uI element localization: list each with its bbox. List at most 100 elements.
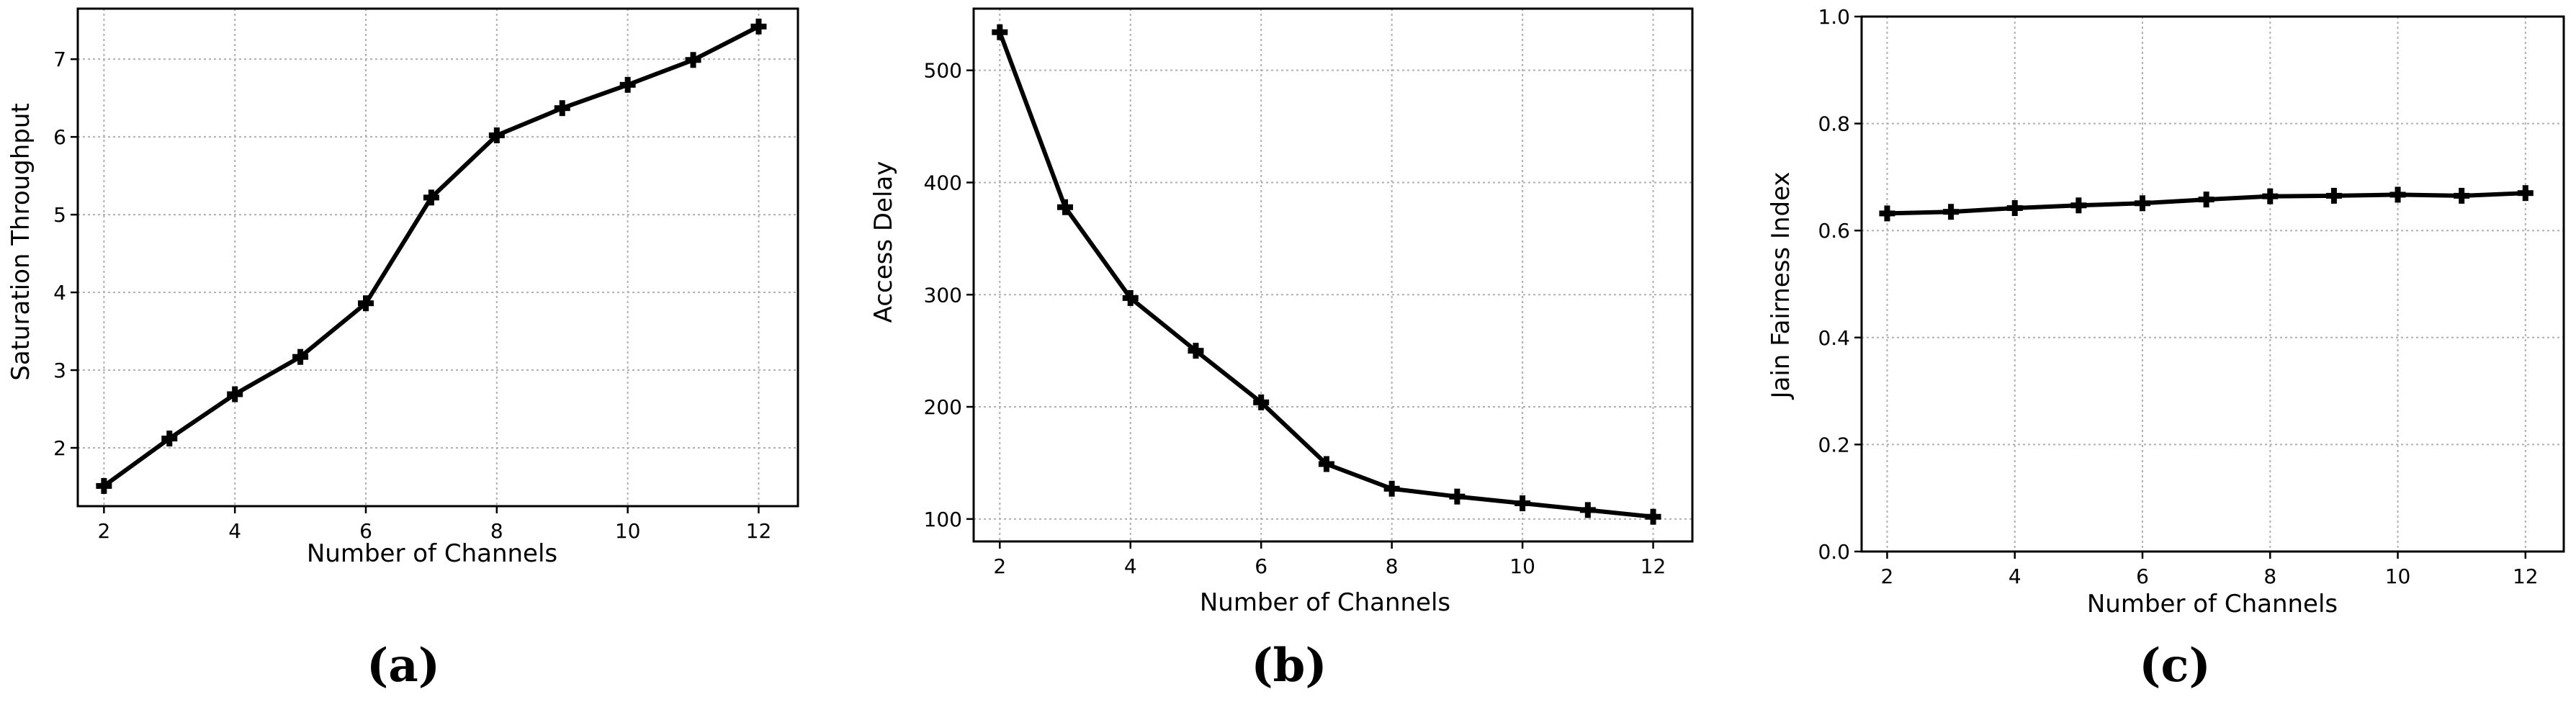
panel-a-data-point — [750, 18, 767, 35]
panel-b: Access Delay Number of Channels (b) 2 4 6 8… — [869, 7, 1694, 693]
panel-b-marker-h — [1383, 485, 1400, 492]
panel-c-data-point — [2135, 195, 2150, 212]
panel-b-ytick-label: 500 — [924, 59, 962, 83]
panel-b-xtick-label: 4 — [1124, 554, 1137, 578]
panel-c-xtick-label: 8 — [2263, 564, 2276, 588]
panel-b-xtick-label: 6 — [1255, 554, 1267, 578]
panel-c-marker-h — [2454, 192, 2470, 199]
panel-c-data-point — [1943, 204, 1960, 220]
panel-a-marker-h — [554, 105, 570, 112]
panel-b-xtick-label: 2 — [993, 554, 1006, 578]
panel-b-data-point — [1122, 289, 1139, 306]
panel-a-xtick-label: 10 — [615, 519, 641, 543]
panel-a-marker-h — [96, 482, 112, 489]
panel-b-data-point — [1449, 488, 1466, 505]
panel-b-ylabel: Access Delay — [869, 161, 898, 323]
panel-a-data-point — [685, 52, 701, 68]
panel-b-xlabel: Number of Channels — [1200, 588, 1450, 617]
panel-a-xtick-label: 12 — [746, 519, 772, 543]
panel-b-marker-h — [1645, 513, 1661, 520]
panel-c-xlabel: Number of Channels — [2087, 590, 2338, 618]
panel-a-ytick-label: 6 — [53, 125, 66, 149]
panel-c-ytick-label: 0.4 — [1818, 326, 1850, 350]
panel-a-data-point — [488, 127, 505, 143]
panel-a-caption: (a) — [367, 639, 440, 693]
panel-c-data-point — [2006, 199, 2023, 216]
panel-a-ytick-label: 4 — [53, 281, 66, 305]
panel-a-marker-h — [292, 354, 309, 360]
panel-b-xtick-label: 10 — [1509, 554, 1535, 578]
panel-c-caption: (c) — [2139, 639, 2211, 693]
panel-a-marker-h — [619, 81, 636, 88]
panel-a-data-point — [161, 431, 178, 447]
panel-c-marker-h — [1943, 209, 1960, 215]
panel-c-ytick-label: 0.0 — [1818, 540, 1850, 564]
panel-c-marker-h — [2325, 192, 2342, 199]
panel-c-marker-h — [2070, 202, 2087, 209]
panel-c-ytick-label: 0.8 — [1818, 112, 1850, 136]
panel-b-ytick-label: 400 — [924, 171, 962, 194]
panel-a-ylabel: Saturation Throughput — [6, 103, 35, 381]
panel-a-series-line — [102, 24, 760, 488]
panel-a-xtick-label: 2 — [97, 519, 110, 543]
panel-b-ytick-label: 100 — [924, 508, 962, 531]
panel-b-plot-frame — [972, 7, 1694, 543]
panel-c-xtick-label: 6 — [2136, 564, 2149, 588]
panel-b-marker-h — [992, 29, 1008, 35]
panel-a-xtick-label: 8 — [490, 519, 503, 543]
panel-a-data-point — [554, 100, 570, 117]
panel-b-data-point — [1188, 343, 1204, 359]
panel-a-marker-h — [750, 23, 767, 30]
panel-a-plot-frame — [76, 7, 799, 508]
panel-a: Saturation Throughput Number of Channels… — [6, 7, 799, 693]
panel-c: Jain Fairness Index Number of Channels (… — [1767, 5, 2565, 693]
panel-c-data-point — [2454, 187, 2470, 204]
panel-c-data-point — [2262, 188, 2279, 204]
panel-c-data-point — [2389, 186, 2406, 203]
panel-b-data-point — [1057, 199, 1074, 215]
panel-a-marker-h — [488, 132, 505, 138]
panel-c-marker-h — [2262, 193, 2279, 199]
panel-b-marker-h — [1122, 294, 1139, 301]
panel-c-xtick-label: 10 — [2385, 564, 2411, 588]
panel-b-data-point — [1645, 508, 1661, 525]
panel-c-marker-h — [1879, 210, 1895, 217]
panel-b-xtick-label: 8 — [1386, 554, 1399, 578]
panel-a-ytick-label: 5 — [53, 203, 66, 227]
panel-b-marker-h — [1188, 348, 1204, 354]
panel-b-ytick-label: 300 — [924, 283, 962, 307]
panel-a-ytick-label: 7 — [53, 48, 66, 71]
panel-c-plot-frame — [1860, 15, 2565, 553]
panel-b-data-point — [1253, 394, 1270, 410]
panel-b-data-point — [1514, 495, 1531, 512]
panel-a-xtick-label: 4 — [228, 519, 241, 543]
panel-c-data-point — [2070, 197, 2087, 214]
panel-b-marker-h — [1514, 500, 1531, 507]
panel-c-xtick-label: 12 — [2513, 564, 2539, 588]
panel-a-data-point — [619, 76, 636, 93]
panel-b-data-point — [1318, 456, 1334, 472]
panel-c-data-point — [2325, 187, 2342, 204]
panel-a-xlabel: Number of Channels — [307, 539, 557, 568]
panel-c-ytick-label: 0.6 — [1818, 219, 1850, 243]
panel-c-ytick-label: 1.0 — [1818, 5, 1850, 29]
panel-c-data-point — [1879, 205, 1895, 222]
panel-c-xtick-label: 2 — [1881, 564, 1894, 588]
panel-a-data-point — [358, 295, 374, 312]
panel-b-marker-h — [1449, 493, 1466, 500]
panel-a-marker-h — [161, 436, 178, 442]
panel-a-data-point — [227, 386, 243, 402]
panel-c-ytick-label: 0.2 — [1818, 433, 1850, 456]
panel-a-marker-h — [423, 194, 439, 201]
panel-c-marker-h — [2006, 204, 2023, 211]
panel-c-ylabel: Jain Fairness Index — [1767, 171, 1795, 400]
panel-c-marker-h — [2517, 190, 2534, 197]
panel-b-marker-h — [1057, 204, 1074, 210]
panel-a-data-point — [423, 189, 439, 206]
panel-c-marker-h — [2135, 200, 2150, 207]
panel-c-data-point — [2517, 185, 2534, 202]
panel-b-series-line — [997, 31, 1653, 519]
panel-b-ytick-label: 200 — [924, 395, 962, 419]
panel-c-marker-h — [2198, 197, 2214, 203]
